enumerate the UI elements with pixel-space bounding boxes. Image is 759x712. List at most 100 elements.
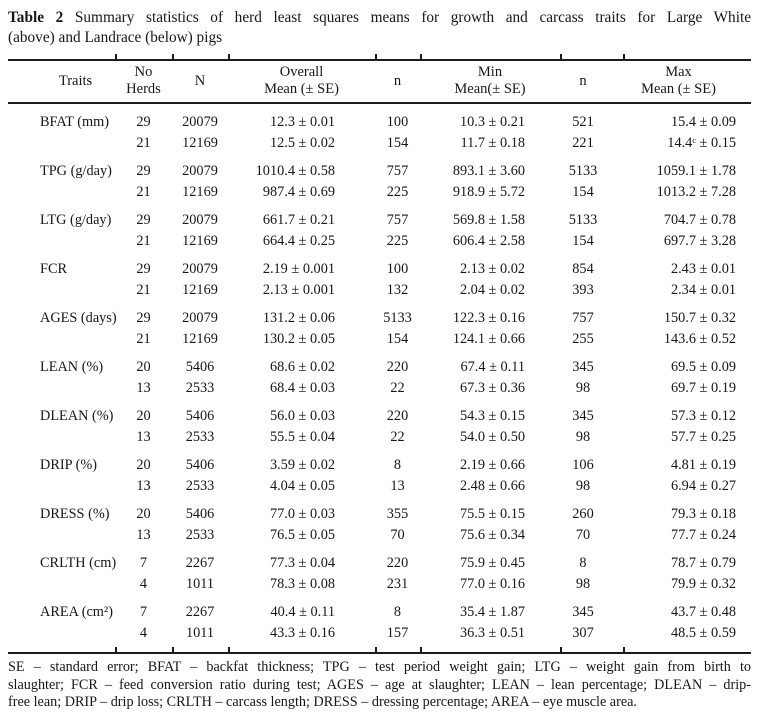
min-mean-cell: 54.3 ± 0.15: [459, 408, 525, 424]
n-cell: 20079: [182, 212, 218, 228]
no-herds-cell: 21: [136, 184, 151, 200]
overall-mean-cell: 68.6 ± 0.02: [269, 359, 335, 375]
n-min-cell: 8: [393, 604, 402, 620]
n-max-cell: 757: [572, 310, 594, 326]
no-herds-cell: 20: [136, 359, 151, 375]
n-max-cell: 393: [572, 282, 594, 298]
min-mean-cell: 569.8 ± 1.58: [452, 212, 525, 228]
n-cell: 20079: [182, 114, 218, 130]
n-cell: 12169: [182, 331, 218, 347]
column-tick: [228, 647, 230, 652]
n-min-cell: 220: [386, 408, 409, 424]
bottom-rule: [8, 647, 751, 654]
table-row: BFAT (mm) 29 20079 12.3 ± 0.01 100 10.3 ± 0.2…: [8, 112, 751, 133]
table-row: CRLTH (cm) 7 2267 77.3 ± 0.04 220 75.9 ± 0.45…: [8, 553, 751, 574]
overall-mean-cell: 3.59 ± 0.02: [269, 457, 335, 473]
column-tick: [420, 647, 422, 652]
max-mean-cell: 78.7 ± 0.79: [670, 555, 736, 571]
no-herds-cell: 13: [136, 527, 151, 543]
min-mean-cell: 75.6 ± 0.34: [459, 527, 525, 543]
min-mean-cell: 122.3 ± 0.16: [452, 310, 525, 326]
n-min-cell: 100: [386, 114, 409, 130]
n-max-cell: 98: [575, 429, 591, 445]
table-row: DRESS (%) 20 5406 77.0 ± 0.03 355 75.5 ± 0.15…: [8, 504, 751, 525]
n-cell: 2533: [185, 429, 215, 445]
top-rule: [8, 54, 751, 61]
column-tick: [115, 54, 117, 59]
n-cell: 12169: [182, 233, 218, 249]
footnote-line: SE – standard error; BFAT – backfat thic…: [8, 659, 751, 675]
header-n-max: n: [560, 61, 606, 104]
min-mean-cell: 75.5 ± 0.15: [459, 506, 525, 522]
max-mean-cell: 150.7 ± 0.32: [663, 310, 736, 326]
no-herds-cell: 7: [139, 555, 148, 571]
no-herds-cell: 21: [136, 233, 151, 249]
summary-table: Traits No Herds N Overall Mean (± SE) n Mi…: [8, 61, 751, 652]
n-cell: 12169: [182, 184, 218, 200]
n-cell: 20079: [182, 261, 218, 277]
table-row: LTG (g/day) 29 20079 661.7 ± 0.21 757 569.8 ±…: [8, 210, 751, 231]
table-row: 13 2533 55.5 ± 0.04 22 54.0 ± 0.50 98 57.7 ± 0…: [8, 427, 751, 448]
max-mean-cell: 143.6 ± 0.52: [663, 331, 736, 347]
header-max-mean: Max Mean (± SE): [606, 61, 751, 104]
table-row: 13 2533 76.5 ± 0.05 70 75.6 ± 0.34 70 77.7 ± 0…: [8, 525, 751, 546]
overall-mean-cell: 2.13 ± 0.001: [262, 282, 335, 298]
trait-cell: [8, 427, 115, 448]
max-mean-cell: 6.94 ± 0.27: [670, 478, 736, 494]
table-row: AREA (cm²) 7 2267 40.4 ± 0.11 8 35.4 ± 1.87 34…: [8, 602, 751, 623]
overall-mean-cell: 40.4 ± 0.11: [270, 604, 335, 620]
summary-table-wrap: Traits No Herds N Overall Mean (± SE) n Mi…: [8, 54, 751, 654]
trait-cell: [8, 476, 115, 497]
header-overall-mean: Overall Mean (± SE): [228, 61, 375, 104]
n-max-cell: 260: [572, 506, 594, 522]
spacer-row: [8, 546, 751, 553]
n-min-cell: 70: [390, 527, 405, 543]
trait-cell: DRESS (%): [40, 506, 110, 522]
table-row: 13 2533 4.04 ± 0.05 13 2.48 ± 0.66 98 6.94 ± 0…: [8, 476, 751, 497]
column-tick: [172, 54, 174, 59]
min-mean-cell: 2.48 ± 0.66: [459, 478, 525, 494]
n-max-cell: 5133: [568, 212, 598, 228]
no-herds-cell: 29: [136, 212, 151, 228]
spacer-row: [8, 203, 751, 210]
n-max-cell: 154: [572, 233, 594, 249]
min-mean-cell: 606.4 ± 2.58: [452, 233, 525, 249]
trait-cell: [8, 133, 115, 154]
header-n-min: n: [375, 61, 420, 104]
overall-mean-cell: 664.4 ± 0.25: [262, 233, 335, 249]
trait-cell: [8, 525, 115, 546]
caption-line-2: (above) and Landrace (below) pigs: [8, 29, 223, 46]
n-min-cell: 5133: [383, 310, 412, 326]
table-row: 21 12169 2.13 ± 0.001 132 2.04 ± 0.02 393 2.34…: [8, 280, 751, 301]
overall-mean-cell: 131.2 ± 0.06: [262, 310, 335, 326]
trait-cell: AGES (days): [40, 310, 117, 326]
n-max-cell: 521: [572, 114, 594, 130]
spacer-row: [8, 252, 751, 259]
n-min-cell: 8: [393, 457, 402, 473]
n-min-cell: 22: [390, 380, 405, 396]
column-tick: [623, 54, 625, 59]
n-max-cell: 345: [572, 359, 594, 375]
min-mean-cell: 10.3 ± 0.21: [459, 114, 525, 130]
n-max-cell: 98: [575, 380, 591, 396]
n-min-cell: 757: [386, 212, 409, 228]
no-herds-cell: 7: [139, 604, 148, 620]
table-row: 21 12169 130.2 ± 0.05 154 124.1 ± 0.66 255 143…: [8, 329, 751, 350]
trait-cell: DRIP (%): [40, 457, 98, 473]
trait-cell: [8, 329, 115, 350]
column-tick: [172, 647, 174, 652]
overall-mean-cell: 77.3 ± 0.04: [269, 555, 335, 571]
trait-cell: [8, 623, 115, 644]
header-min-mean: Min Mean(± SE): [420, 61, 560, 104]
max-mean-cell: 15.4 ± 0.09: [670, 114, 736, 130]
min-mean-cell: 36.3 ± 0.51: [459, 625, 525, 641]
max-mean-cell: 14.4ᶜ ± 0.15: [667, 135, 736, 151]
overall-mean-cell: 130.2 ± 0.05: [262, 331, 335, 347]
overall-mean-cell: 77.0 ± 0.03: [269, 506, 335, 522]
overall-mean-cell: 43.3 ± 0.16: [269, 625, 335, 641]
header-row: Traits No Herds N Overall Mean (± SE) n Mi…: [8, 61, 751, 104]
footnote-line: slaughter; FCR – feed conversion ratio d…: [8, 676, 751, 693]
spacer-row: [8, 350, 751, 357]
trait-cell: [8, 574, 115, 595]
